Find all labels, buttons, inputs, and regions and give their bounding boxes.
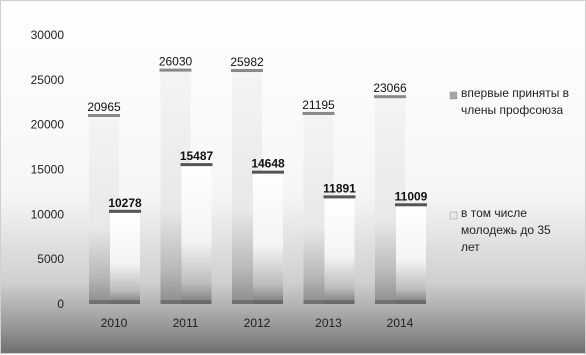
bar-top-cap <box>88 114 120 118</box>
data-label: 14648 <box>251 157 285 171</box>
y-tick-label: 10000 <box>31 207 65 221</box>
bar-top-cap <box>302 111 335 115</box>
bar-youth-under-35 <box>396 205 426 304</box>
bar-base-shadow <box>160 300 191 304</box>
x-category-label: 2014 <box>387 316 414 330</box>
y-tick-label: 30000 <box>31 28 65 42</box>
x-category-label: 2012 <box>244 316 271 330</box>
x-category-label: 2010 <box>101 316 128 330</box>
bar-youth-under-35 <box>181 165 212 304</box>
bar-youth-under-35 <box>110 211 140 304</box>
bar-base-shadow <box>89 300 119 304</box>
bar-base-shadow <box>253 300 283 304</box>
y-tick-label: 20000 <box>31 118 65 132</box>
bar-base-shadow <box>303 300 334 304</box>
bar-top-cap <box>323 195 356 199</box>
legend-label: впервые приняты в члены профсоюза <box>461 86 569 117</box>
y-tick-label: 15000 <box>31 163 65 177</box>
bar-top-cap <box>159 68 192 72</box>
bar-youth-under-35 <box>324 197 355 304</box>
bar-top-cap <box>231 69 263 73</box>
legend-swatch <box>449 211 458 220</box>
y-tick-label: 0 <box>57 297 64 311</box>
data-label: 26030 <box>159 55 193 69</box>
data-label: 20965 <box>87 100 121 114</box>
data-label: 21195 <box>302 98 335 112</box>
bar-base-shadow <box>110 300 140 304</box>
bar-base-shadow <box>181 300 212 304</box>
data-label: 11009 <box>395 189 428 203</box>
data-label: 11891 <box>323 181 356 195</box>
legend-swatch <box>449 91 458 100</box>
data-label: 25982 <box>230 55 264 69</box>
bar-top-cap <box>252 170 284 174</box>
data-label: 23066 <box>373 81 407 95</box>
bar-base-shadow <box>375 300 405 304</box>
x-category-label: 2011 <box>173 316 199 330</box>
bar-base-shadow <box>324 300 355 304</box>
bar-top-cap <box>395 203 427 207</box>
legend-label: в том числе молодежь до 35 лет <box>461 206 551 254</box>
bar-base-shadow <box>232 300 262 304</box>
x-category-label: 2013 <box>315 316 342 330</box>
data-label: 15487 <box>180 149 214 163</box>
bar-youth-under-35 <box>253 172 283 304</box>
data-label: 10278 <box>108 196 142 210</box>
bar-top-cap <box>109 209 141 213</box>
bar-top-cap <box>374 95 406 99</box>
y-tick-label: 5000 <box>37 252 64 266</box>
bar-top-cap <box>180 163 213 167</box>
bar-base-shadow <box>396 300 426 304</box>
y-tick-label: 25000 <box>31 73 65 87</box>
